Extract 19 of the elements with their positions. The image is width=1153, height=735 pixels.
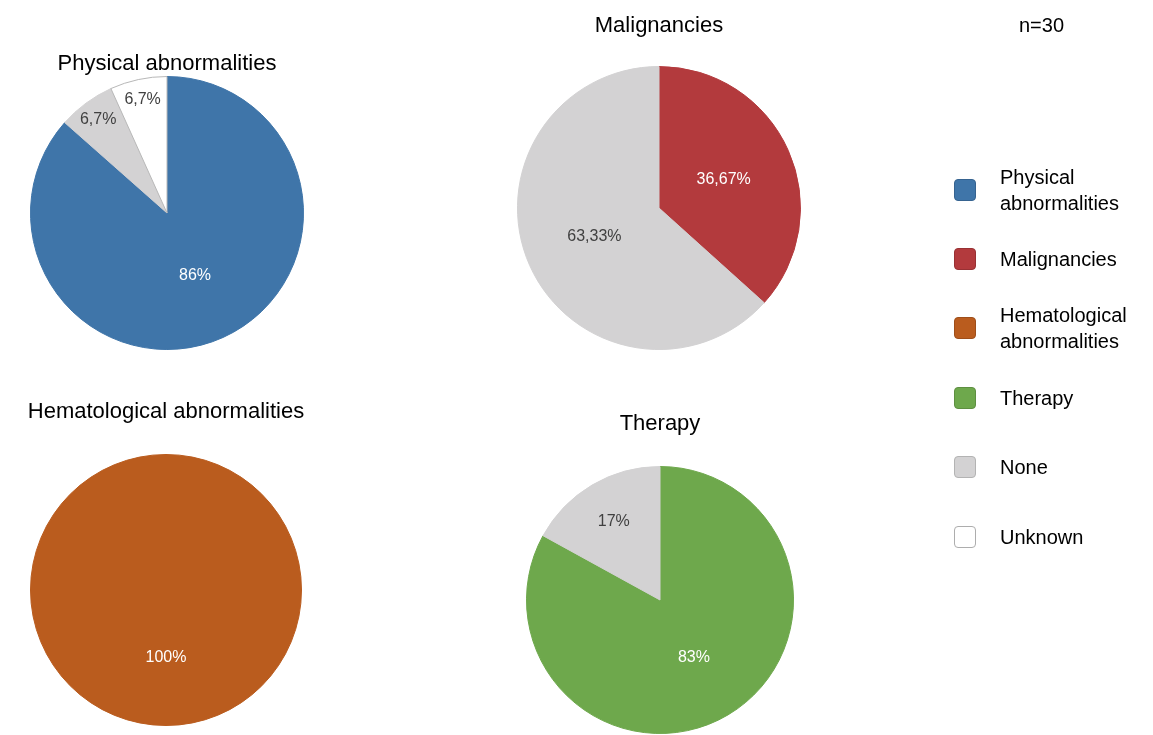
data-label: 63,33% [567, 227, 622, 245]
legend-label: Malignancies [1000, 247, 1118, 273]
data-label: 6,7% [124, 89, 161, 107]
legend-label: Physical abnormalities [1000, 164, 1120, 216]
text: Hematological abnormalities [27, 397, 305, 425]
chart-title: Physical abnormalities [57, 49, 277, 77]
data-label: 36,67% [696, 169, 751, 187]
data-label: 17% [597, 512, 630, 530]
data-label: 86% [179, 265, 212, 283]
legend-label: Unknown [1000, 524, 1085, 550]
legend-label: None [1000, 455, 1049, 481]
legend-label: Therapy [1000, 385, 1075, 411]
text: n=30 [1019, 13, 1065, 38]
data-label: 100% [145, 648, 187, 666]
data-label: 6,7% [79, 110, 117, 128]
chart-title: Malignancies [594, 11, 724, 39]
legend-label: Hematological abnormalities [1000, 303, 1128, 355]
data-label: 83% [677, 647, 710, 665]
text: Therapy [619, 409, 701, 437]
